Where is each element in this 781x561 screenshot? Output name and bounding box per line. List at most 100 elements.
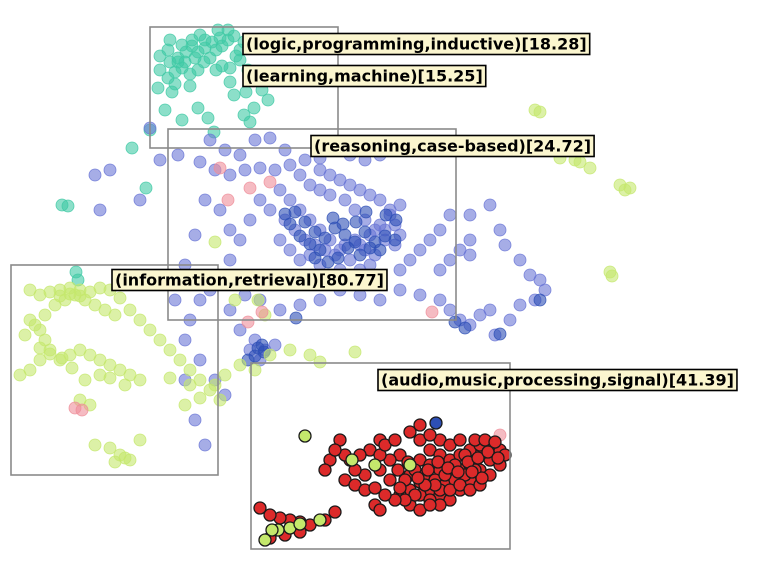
point-lime-33 <box>113 363 127 377</box>
cluster-information-label-text: (information,retrieval)[80.77] <box>115 271 384 290</box>
point-lime-edged-4 <box>313 513 327 527</box>
point-blue-135 <box>353 183 367 197</box>
point-blue-89 <box>483 303 497 317</box>
point-red-107 <box>431 455 445 469</box>
point-blue-24 <box>323 188 337 202</box>
point-lime-29 <box>73 343 87 357</box>
point-blue-66 <box>178 333 192 347</box>
point-blue-140 <box>283 243 297 257</box>
point-blue-139 <box>273 233 287 247</box>
point-blue-102 <box>533 273 547 287</box>
point-lime-48 <box>103 441 117 455</box>
point-darkblue-7 <box>358 225 372 239</box>
cluster-boxes <box>10 26 511 550</box>
point-red-67 <box>373 503 387 517</box>
point-blue-7 <box>283 158 297 172</box>
cluster-audio-label-bg <box>377 368 738 392</box>
point-darkblue-31 <box>493 327 507 341</box>
point-blue-132 <box>323 168 337 182</box>
point-lime-35 <box>133 373 147 387</box>
cluster-learning-label: (learning,machine)[15.25] <box>242 64 487 88</box>
point-red-106 <box>421 463 435 477</box>
point-red-94 <box>378 488 392 502</box>
point-lime-0 <box>23 283 37 297</box>
point-blue-20 <box>278 143 292 157</box>
point-lime-9 <box>113 291 127 305</box>
point-lime-82 <box>208 235 222 249</box>
point-teal-53 <box>211 23 225 37</box>
point-blue-115 <box>93 203 107 217</box>
series-darkblue <box>241 205 547 367</box>
point-lime-30 <box>83 348 97 362</box>
point-pink-8 <box>263 175 277 189</box>
point-blue-76 <box>273 303 287 317</box>
point-blue-26 <box>348 203 362 217</box>
point-teal-41 <box>185 33 199 47</box>
point-blue-70 <box>233 323 247 337</box>
point-teal-45 <box>153 49 167 63</box>
point-blue-83 <box>413 288 427 302</box>
point-blue-45 <box>263 203 277 217</box>
point-blue-84 <box>433 293 447 307</box>
point-blue-25 <box>338 193 352 207</box>
point-teal-24 <box>191 101 205 115</box>
point-blue-8 <box>298 153 312 167</box>
point-blue-16 <box>218 143 232 157</box>
point-darkblue-22 <box>308 251 322 265</box>
point-darkblue-34 <box>389 213 403 227</box>
point-lime-43 <box>88 298 102 312</box>
cluster-logic-label-text: (logic,programming,inductive)[18.28] <box>246 35 587 54</box>
point-lime-26 <box>13 368 27 382</box>
point-darkblue-28 <box>289 311 303 325</box>
point-darkblue-5 <box>338 228 352 242</box>
point-lime-10 <box>123 303 137 317</box>
point-blue-17 <box>233 148 247 162</box>
cluster-logic-label-bg <box>242 32 591 56</box>
cluster-learning-label-bg <box>242 64 487 88</box>
point-teal-0 <box>153 63 167 77</box>
cluster-reasoning-label-bg <box>310 134 595 158</box>
point-lime-19 <box>213 393 227 407</box>
point-lime-52 <box>118 451 132 465</box>
point-teal-63 <box>209 63 223 77</box>
point-blue-85 <box>443 303 457 317</box>
point-blue-137 <box>373 193 387 207</box>
point-teal-58 <box>168 77 182 91</box>
point-blue-95 <box>413 243 427 257</box>
point-lime-77 <box>533 105 547 119</box>
point-blue-120 <box>188 228 202 242</box>
point-lime-87 <box>78 373 92 387</box>
point-blue-96 <box>403 253 417 267</box>
point-blue-112 <box>463 248 477 262</box>
point-blue-133 <box>333 173 347 187</box>
point-lime-89 <box>103 371 117 385</box>
point-lime-59 <box>208 378 222 392</box>
point-lime-36 <box>18 328 32 342</box>
point-teal-34 <box>243 115 257 129</box>
point-darkblue-13 <box>293 229 307 243</box>
point-darkblue-27 <box>255 338 269 352</box>
point-red-113 <box>491 451 505 465</box>
point-blue-131 <box>313 163 327 177</box>
point-blue-90 <box>433 263 447 277</box>
point-blue-97 <box>393 263 407 277</box>
point-blue-111 <box>433 223 447 237</box>
point-blue-116 <box>88 168 102 182</box>
series-pink <box>68 161 507 442</box>
point-blue-74 <box>223 303 237 317</box>
point-lime-84 <box>43 347 57 361</box>
point-red-50 <box>403 425 417 439</box>
point-teal-48 <box>139 181 153 195</box>
point-blue-106 <box>503 313 517 327</box>
point-red-115 <box>465 465 479 479</box>
point-blue-109 <box>483 198 497 212</box>
cluster-information-box <box>10 264 219 476</box>
point-teal-42 <box>175 38 189 52</box>
point-red-62 <box>318 463 332 477</box>
point-teal-61 <box>223 61 237 75</box>
point-blue-136 <box>363 188 377 202</box>
point-darkblue-14 <box>283 217 297 231</box>
point-blue-92 <box>453 243 467 257</box>
point-teal-54 <box>198 33 212 47</box>
point-blue-81 <box>373 293 387 307</box>
